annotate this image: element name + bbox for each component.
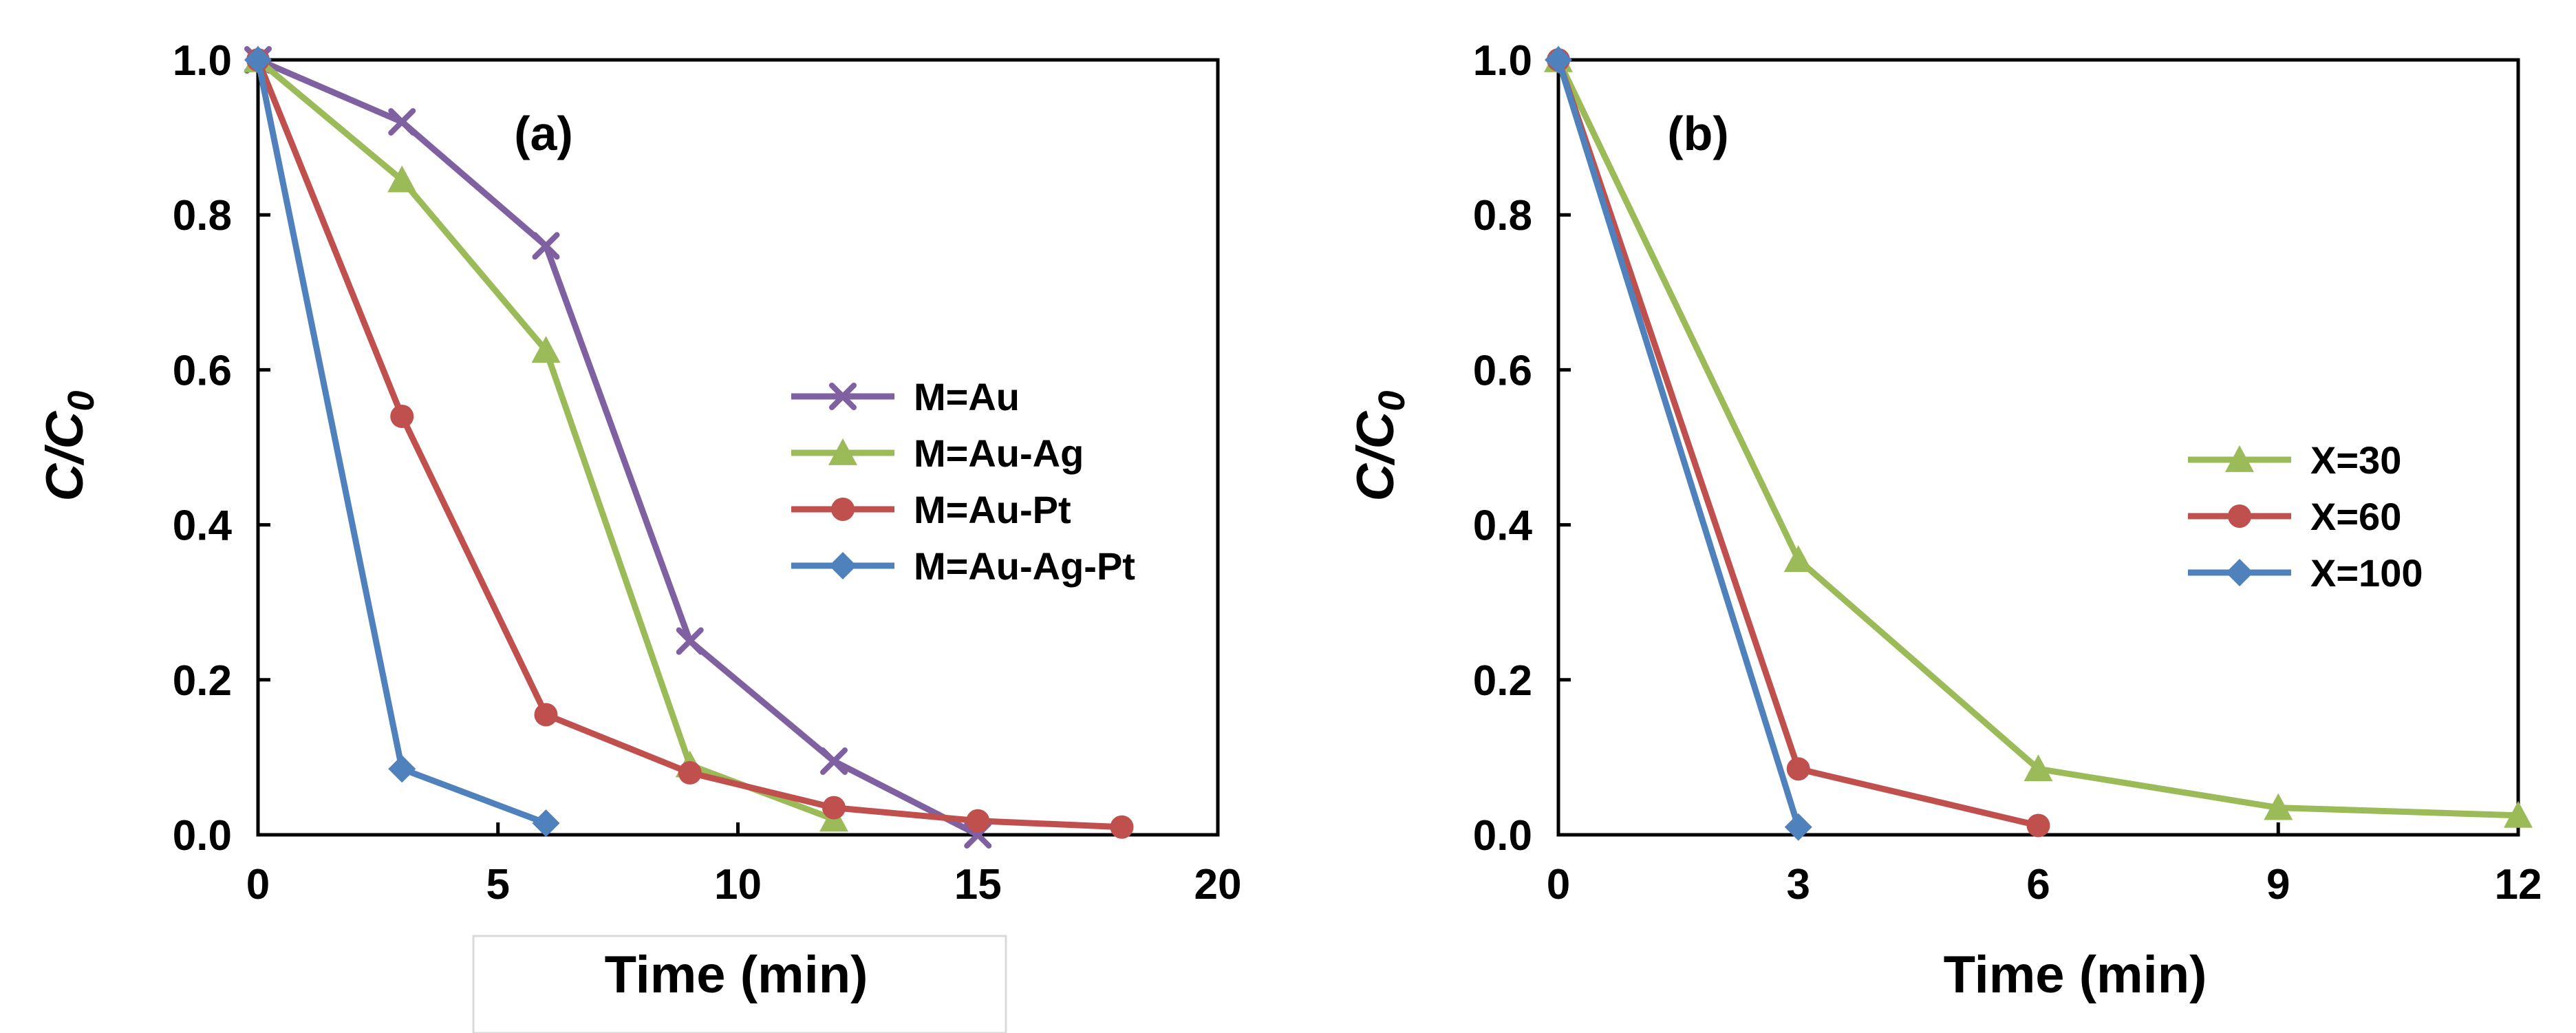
legend-marker <box>829 552 857 579</box>
y-tick-label: 0.2 <box>1473 657 1532 705</box>
legend-label: X=30 <box>2310 438 2401 482</box>
legend-a: M=Au M=Au-Ag M=Au-Pt M=Au-Ag-Pt <box>791 375 1135 588</box>
legend-marker <box>2225 445 2254 472</box>
data-point <box>244 46 272 74</box>
panel-label-a: (a) <box>514 107 573 160</box>
legend-label: X=60 <box>2310 495 2401 538</box>
x-tick-label: 5 <box>486 861 510 908</box>
legend-b: X=30 X=60 X=100 <box>2188 438 2423 595</box>
legend-label: M=Au-Pt <box>914 488 1071 531</box>
x-tick-label: 3 <box>1787 861 1810 908</box>
legend-label: M=Au-Ag <box>914 432 1084 475</box>
x-tick-label: 10 <box>714 861 762 908</box>
y-tick-label: 0.0 <box>173 812 232 860</box>
legend-entry: M=Au-Ag <box>791 432 1084 475</box>
y-tick-label: 1.0 <box>173 37 232 85</box>
y-axis-title-a-main: C/C <box>36 410 94 501</box>
y-tick-label: 0.0 <box>1473 812 1532 860</box>
legend-marker <box>828 438 857 465</box>
panel-a: (a) Time (min) C/C0 0 5 10 15 200.00.20.40.6… <box>36 37 1241 1004</box>
legend-label: X=100 <box>2310 551 2423 595</box>
legend-entry: M=Au-Pt <box>791 488 1071 531</box>
y-axis-title-b: C/C0 <box>1346 391 1413 502</box>
x-axis-title-b: Time (min) <box>1944 946 2207 1004</box>
plot-area-b: 0 3 6 9 12 0.0 0.2 0.4 0.6 0.8 1.0 <box>1473 37 2542 908</box>
legend-entry: X=100 <box>2188 551 2423 595</box>
plot-area-a: 0 5 10 15 20 0.0 0.2 0.4 0.6 0.8 1.0 <box>173 37 1242 908</box>
legend-marker <box>831 498 855 521</box>
y-axis-title-a: C/C0 <box>36 391 102 502</box>
y-tick-label: 0.2 <box>173 657 232 705</box>
y-tick-label: 0.4 <box>1473 502 1533 550</box>
data-point <box>822 796 846 820</box>
x-tick-label: 0 <box>1547 861 1570 908</box>
data-point <box>390 404 414 428</box>
data-point <box>2026 813 2050 838</box>
y-tick-label: 0.8 <box>1473 192 1532 239</box>
legend-entry: X=30 <box>2188 438 2401 482</box>
data-point <box>532 809 560 838</box>
x-tick-label: 6 <box>2026 861 2050 908</box>
data-point <box>531 336 561 363</box>
y-tick-label: 0.4 <box>173 502 233 550</box>
data-point <box>2024 754 2053 782</box>
data-point <box>2264 793 2293 820</box>
x-tick-label: 12 <box>2495 861 2542 908</box>
y-axis-title-a-sub: 0 <box>61 391 102 412</box>
data-point <box>966 809 990 833</box>
data-point <box>532 232 560 260</box>
data-point <box>820 747 848 776</box>
y-tick-label: 0.8 <box>173 192 232 239</box>
series-line-x-60 <box>1555 58 2039 829</box>
series-line-m-au <box>257 56 980 838</box>
legend-marker <box>829 383 857 410</box>
data-point <box>388 108 416 136</box>
series-line-x-30 <box>1555 58 2519 819</box>
data-point <box>534 703 558 727</box>
data-point <box>388 755 416 783</box>
series-line-x-100 <box>1555 58 1802 829</box>
y-axis-title-b-sub: 0 <box>1371 391 1413 412</box>
legend-label: M=Au <box>914 375 1020 418</box>
legend-entry: M=Au <box>791 375 1020 418</box>
data-point <box>676 627 704 655</box>
data-point <box>1783 545 1813 573</box>
x-axis-title-a: Time (min) <box>605 946 868 1004</box>
y-tick-label: 1.0 <box>1473 37 1532 85</box>
x-tick-label: 15 <box>954 861 1002 908</box>
data-point <box>1784 813 1812 841</box>
data-point <box>2504 800 2533 828</box>
legend-entry: M=Au-Ag-Pt <box>791 544 1135 588</box>
legend-marker <box>2228 504 2251 528</box>
panel-b: (b) Time (min) C/C0 0 3 6 9 120.00.20.40.60.… <box>1346 37 2542 1004</box>
data-point <box>387 165 417 193</box>
data-point <box>1110 815 1134 839</box>
x-tick-label: 20 <box>1194 861 1242 908</box>
legend-label: M=Au-Ag-Pt <box>914 544 1135 588</box>
y-tick-label: 0.6 <box>173 347 232 394</box>
legend-entry: X=60 <box>2188 495 2401 538</box>
data-point <box>1545 46 1572 74</box>
panel-label-b: (b) <box>1667 107 1728 160</box>
y-axis-title-b-main: C/C <box>1346 410 1405 501</box>
y-tick-label: 0.6 <box>1473 347 1532 394</box>
data-point <box>1786 757 1810 781</box>
axis-title-selection-box <box>472 935 1007 1033</box>
x-tick-label: 0 <box>246 861 270 908</box>
legend-marker <box>2226 559 2253 586</box>
data-point <box>678 760 702 785</box>
x-tick-label: 9 <box>2266 861 2290 908</box>
